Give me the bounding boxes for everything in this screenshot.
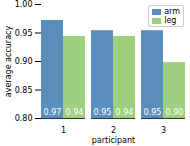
- svg-text:3: 3: [161, 126, 166, 135]
- svg-text:0.97: 0.97: [44, 108, 62, 117]
- svg-text:0.90: 0.90: [15, 57, 33, 66]
- html-text:leg: leg: [164, 16, 177, 25]
- svg-text:0.80: 0.80: [15, 114, 33, 123]
- svg-text:average accuracy: average accuracy: [4, 26, 13, 98]
- svg-text:2: 2: [111, 126, 116, 135]
- svg-text:1.00: 1.00: [15, 0, 33, 9]
- svg-text:0.90: 0.90: [166, 108, 184, 117]
- svg-text:0.95: 0.95: [144, 108, 162, 117]
- svg-text:0.95: 0.95: [15, 29, 33, 38]
- svg-text:0.94: 0.94: [66, 108, 84, 117]
- svg-text:1: 1: [61, 126, 66, 135]
- html-text:arm: arm: [164, 7, 180, 16]
- svg-text:0.85: 0.85: [15, 86, 33, 95]
- svg-text:0.95: 0.95: [94, 108, 112, 117]
- svg-text:participant: participant: [92, 136, 135, 145]
- svg-text:0.94: 0.94: [116, 108, 134, 117]
